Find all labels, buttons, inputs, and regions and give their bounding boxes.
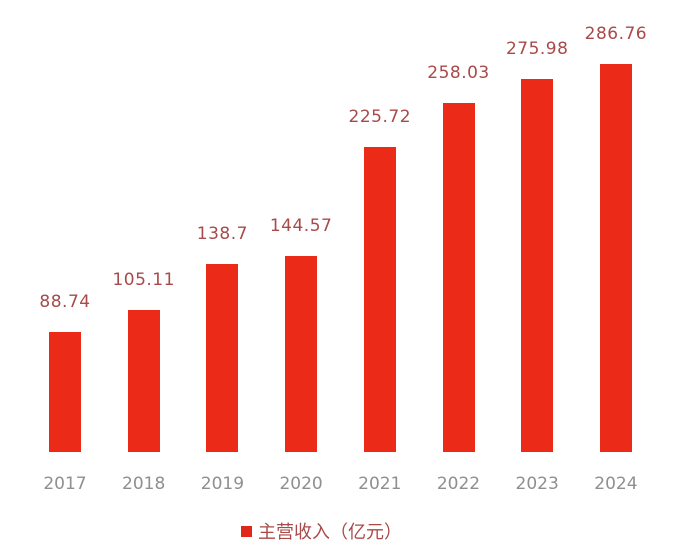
value-label-2019: 138.7 xyxy=(196,224,248,245)
value-label-2023: 275.98 xyxy=(505,38,569,59)
x-tick-2020: 2020 xyxy=(279,474,323,494)
legend: 主营收入（亿元） xyxy=(241,518,402,544)
x-tick-2024: 2024 xyxy=(594,474,638,494)
legend-label: 主营收入（亿元） xyxy=(258,522,402,543)
bar-2017 xyxy=(49,331,81,452)
x-tick-2019: 2019 xyxy=(200,474,245,494)
bar-2020 xyxy=(285,256,318,452)
bar-2022 xyxy=(442,102,475,452)
value-label-2017: 88.74 xyxy=(39,291,91,312)
x-tick-2022: 2022 xyxy=(436,474,481,494)
value-label-2021: 225.72 xyxy=(348,106,412,127)
bar-2021 xyxy=(363,146,396,452)
value-label-2022: 258.03 xyxy=(427,62,490,83)
x-tick-2023: 2023 xyxy=(515,474,559,494)
bar-2019 xyxy=(206,264,239,452)
bar-2023 xyxy=(521,78,554,452)
value-label-2020: 144.57 xyxy=(269,216,333,237)
x-tick-2018: 2018 xyxy=(122,474,166,494)
value-label-2018: 105.11 xyxy=(112,269,175,290)
bar-2018 xyxy=(127,309,160,452)
legend-swatch xyxy=(241,525,252,537)
x-tick-2017: 2017 xyxy=(43,474,87,494)
value-label-2024: 286.76 xyxy=(584,24,648,44)
bar-2024 xyxy=(599,64,632,452)
x-tick-2021: 2021 xyxy=(358,474,402,494)
